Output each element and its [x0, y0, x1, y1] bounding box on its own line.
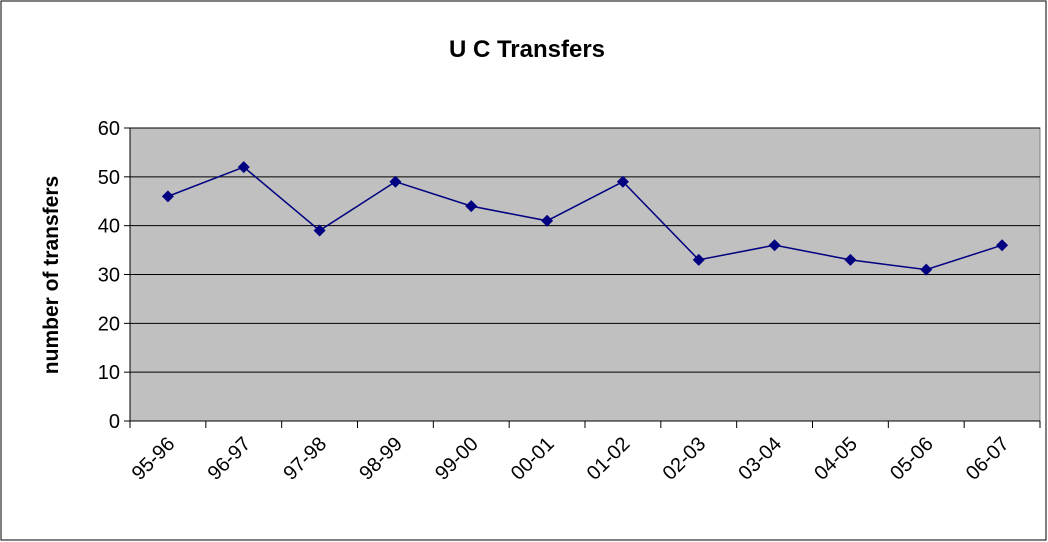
y-tick-label: 40 — [98, 216, 120, 238]
y-tick-label: 10 — [98, 362, 120, 384]
point-marker — [161, 190, 174, 203]
point-marker — [465, 200, 478, 213]
point-marker — [768, 239, 781, 252]
point-marker — [996, 239, 1009, 252]
point-marker — [389, 175, 402, 188]
y-axis-label: number of transfers — [40, 176, 63, 374]
chart-title: U C Transfers — [449, 36, 605, 63]
point-marker — [920, 263, 933, 276]
y-tick-label: 50 — [98, 167, 120, 189]
y-tick-label: 20 — [98, 313, 120, 335]
point-marker — [237, 161, 250, 174]
y-tick-label: 60 — [98, 118, 120, 140]
point-marker — [313, 224, 326, 237]
point-marker — [541, 214, 554, 227]
y-tick-label: 30 — [98, 265, 120, 287]
point-marker — [692, 253, 705, 266]
point-marker — [616, 175, 629, 188]
series-line — [167, 166, 1003, 271]
point-marker — [844, 253, 857, 266]
y-tick-label: 0 — [109, 411, 120, 433]
